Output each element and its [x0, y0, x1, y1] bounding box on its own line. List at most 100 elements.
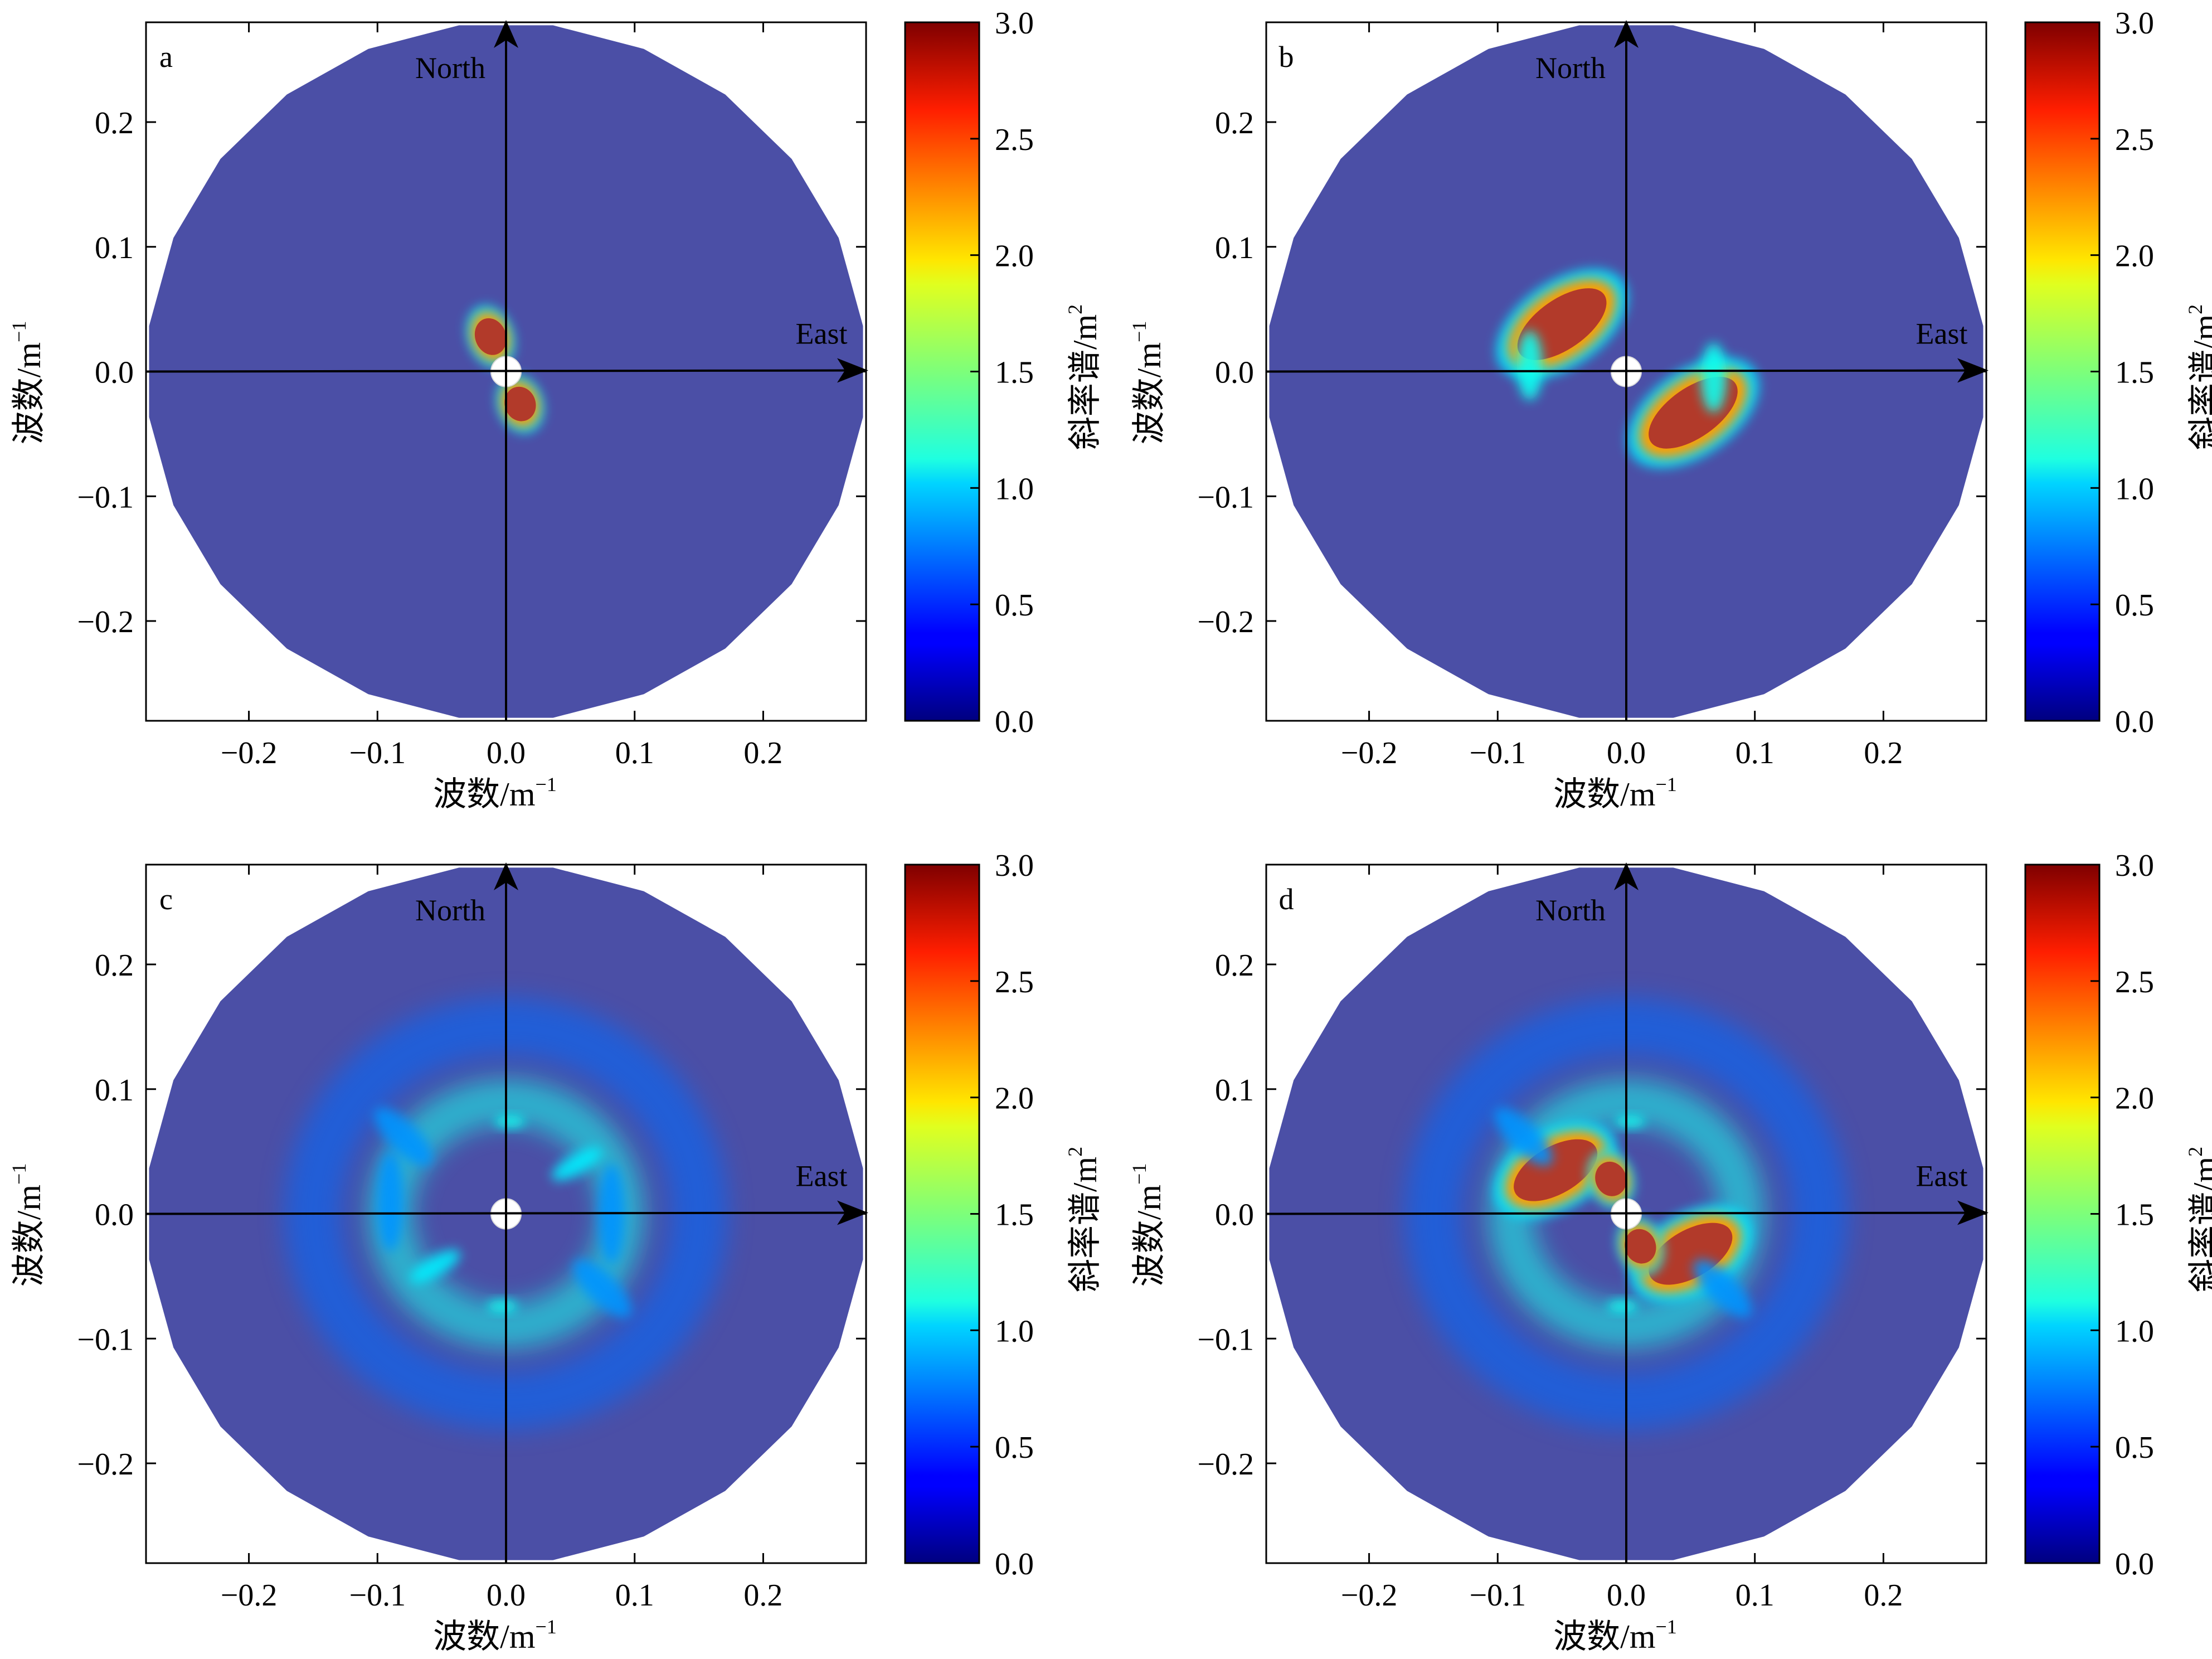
y-tick-label: −0.1 [77, 1322, 134, 1357]
panel-label: b [1279, 40, 1294, 74]
y-tick-label: −0.1 [1197, 480, 1254, 515]
panel-label: c [159, 882, 173, 916]
y-tick-label: −0.2 [77, 605, 134, 639]
x-tick-label: 0.2 [1864, 1578, 1903, 1613]
peak-core [1514, 1139, 1598, 1201]
panel-a: North East a −0.2 −0.1 0.0 0.1 0.2 0.2 0.1 0.0 −0.1… [8, 6, 1103, 813]
spectral-peak-4 [1615, 1115, 1646, 1128]
peak-core [1615, 1115, 1646, 1128]
colorbar-tick-label: 2.0 [2115, 239, 2154, 274]
east-arrow [145, 367, 866, 373]
y-tick-label: −0.2 [1197, 605, 1254, 639]
colorbar-tick-label: 0.5 [995, 588, 1034, 623]
east-arrowhead [837, 358, 868, 383]
colorbar-tick-label: 3.0 [2115, 6, 2154, 41]
peak-core [504, 386, 536, 421]
y-tick-label: 0.1 [95, 1073, 134, 1108]
spectral-peak-7 [1693, 1259, 1752, 1318]
colorbar-tick-label: 1.5 [2115, 1198, 2154, 1233]
peak-core [1700, 343, 1727, 413]
x-tick-label: −0.1 [349, 1578, 406, 1613]
colorbar-label-sup: 2 [1064, 1147, 1086, 1157]
spectral-peak-0 [494, 1115, 526, 1128]
peak-core [1693, 1259, 1752, 1318]
panel-c: North East c −0.2 −0.1 0.0 0.1 0.2 0.2 0.1 0.0 −0.1… [8, 848, 1103, 1655]
x-tick-label: −0.2 [221, 736, 278, 770]
colorbar [2025, 865, 2099, 1563]
y-tick-label: 0.2 [95, 106, 134, 140]
peak-core [1517, 288, 1607, 360]
colorbar-tick-label: 3.0 [2115, 848, 2154, 883]
peak-core [1625, 1229, 1656, 1264]
spectral-peak-3 [1700, 343, 1727, 413]
spectral-peak-1 [487, 1299, 518, 1313]
x-tick-label: −0.1 [349, 736, 406, 770]
x-tick-label: 0.1 [1735, 736, 1775, 770]
colorbar-label-sup: 2 [2184, 304, 2206, 314]
colorbar-tick-label: 2.0 [995, 239, 1034, 274]
colorbar-tick-label: 2.0 [2115, 1081, 2154, 1116]
peak-core [1649, 1223, 1733, 1285]
x-axis-label-sup: −1 [536, 1616, 557, 1638]
y-tick-label: 0.0 [95, 356, 134, 390]
y-axis-label-sup: −1 [1128, 321, 1150, 342]
peak-core [487, 1299, 518, 1313]
peak-core [573, 1259, 632, 1318]
colorbar-tick-label: 1.0 [995, 1314, 1034, 1348]
spectral-peak-1 [1516, 330, 1543, 400]
y-tick-label: 0.2 [1215, 106, 1254, 140]
panel-label: d [1279, 882, 1294, 916]
peak-core [1595, 1161, 1627, 1196]
x-axis-label-sup: −1 [536, 773, 557, 795]
x-tick-label: −0.1 [1469, 736, 1526, 770]
east-label: East [796, 1160, 848, 1193]
peak-core [552, 1147, 602, 1181]
x-axis-label: 波数/m−1 [1553, 773, 1677, 813]
colorbar-tick-label: 3.0 [995, 848, 1034, 883]
x-tick-label: 0.0 [1607, 736, 1646, 770]
y-axis-label: 波数/m−1 [1128, 321, 1168, 445]
north-arrowhead [1614, 20, 1639, 48]
y-axis-label: 波数/m−1 [8, 1163, 47, 1287]
north-arrowhead [494, 20, 518, 48]
colorbar-tick-label: 2.5 [995, 965, 1034, 1000]
north-arrowhead [1614, 862, 1639, 890]
peak-core [377, 1151, 403, 1251]
x-tick-label: 0.0 [487, 1578, 526, 1613]
y-axis-label: 波数/m−1 [8, 321, 47, 445]
colorbar-label: 斜率谱/m2 [1064, 1147, 1103, 1292]
panel-d: North East d −0.2 −0.1 0.0 0.1 0.2 0.2 0.1 0.0 −0.1… [1128, 848, 2212, 1655]
panel-label: a [159, 40, 173, 74]
colorbar-tick-label: 1.5 [995, 356, 1034, 390]
colorbar [905, 865, 979, 1563]
north-label: North [415, 51, 485, 85]
spectral-peak-2 [552, 1147, 602, 1181]
peak-core [373, 1107, 432, 1166]
y-tick-label: 0.1 [95, 231, 134, 265]
spectral-peak-6 [1494, 1107, 1553, 1166]
spectral-peak-3 [410, 1249, 460, 1283]
east-label: East [796, 317, 848, 351]
x-tick-label: −0.2 [1341, 736, 1398, 770]
x-tick-label: 0.1 [615, 736, 654, 770]
north-arrowhead [494, 862, 518, 890]
colorbar-label-sup: 2 [2184, 1147, 2206, 1157]
colorbar-tick-label: 0.5 [2115, 588, 2154, 623]
colorbar-tick-label: 1.0 [995, 472, 1034, 506]
north-label: North [1535, 51, 1606, 85]
east-arrow [1266, 1210, 1986, 1216]
colorbar [2025, 22, 2099, 721]
y-tick-label: −0.1 [1197, 1322, 1254, 1357]
panel-b: North East b −0.2 −0.1 0.0 0.1 0.2 0.2 0.1 0.0 −0.1… [1128, 6, 2212, 813]
peak-core [1516, 330, 1543, 400]
north-label: North [1535, 894, 1606, 927]
colorbar-tick-label: 1.5 [2115, 356, 2154, 390]
colorbar-label: 斜率谱/m2 [1064, 304, 1103, 450]
spectral-peak-0 [466, 305, 514, 368]
spectral-peak-5 [573, 1259, 632, 1318]
colorbar-label: 斜率谱/m2 [2184, 304, 2212, 450]
colorbar-tick-label: 1.5 [995, 1198, 1034, 1233]
x-axis-label: 波数/m−1 [1553, 1616, 1677, 1655]
east-arrowhead [1957, 358, 1989, 383]
